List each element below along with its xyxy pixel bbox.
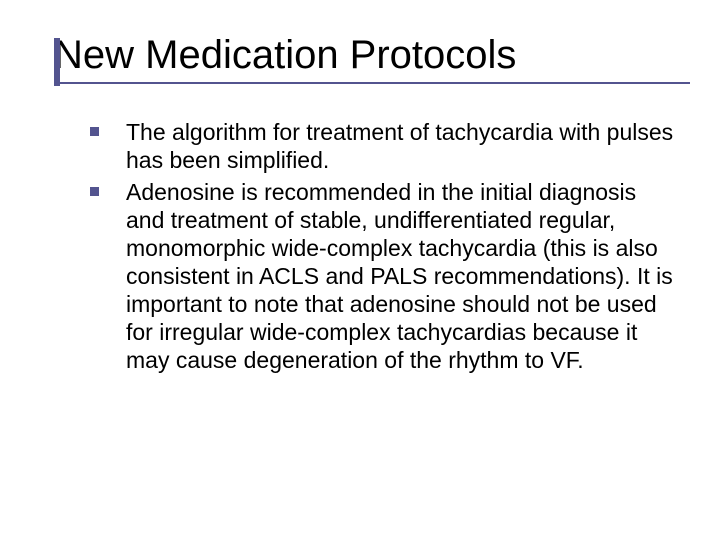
title-block: New Medication Protocols: [54, 34, 690, 84]
square-bullet-icon: [90, 127, 99, 136]
title-underline: [54, 82, 690, 84]
list-item: The algorithm for treatment of tachycard…: [90, 118, 674, 174]
bullet-text: The algorithm for treatment of tachycard…: [126, 119, 673, 173]
bullet-text: Adenosine is recommended in the initial …: [126, 179, 673, 373]
slide-body: The algorithm for treatment of tachycard…: [90, 118, 674, 378]
square-bullet-icon: [90, 187, 99, 196]
accent-bar: [54, 38, 60, 86]
bullet-list: The algorithm for treatment of tachycard…: [90, 118, 674, 374]
slide-title: New Medication Protocols: [54, 34, 690, 76]
list-item: Adenosine is recommended in the initial …: [90, 178, 674, 374]
slide: New Medication Protocols The algorithm f…: [0, 0, 720, 540]
